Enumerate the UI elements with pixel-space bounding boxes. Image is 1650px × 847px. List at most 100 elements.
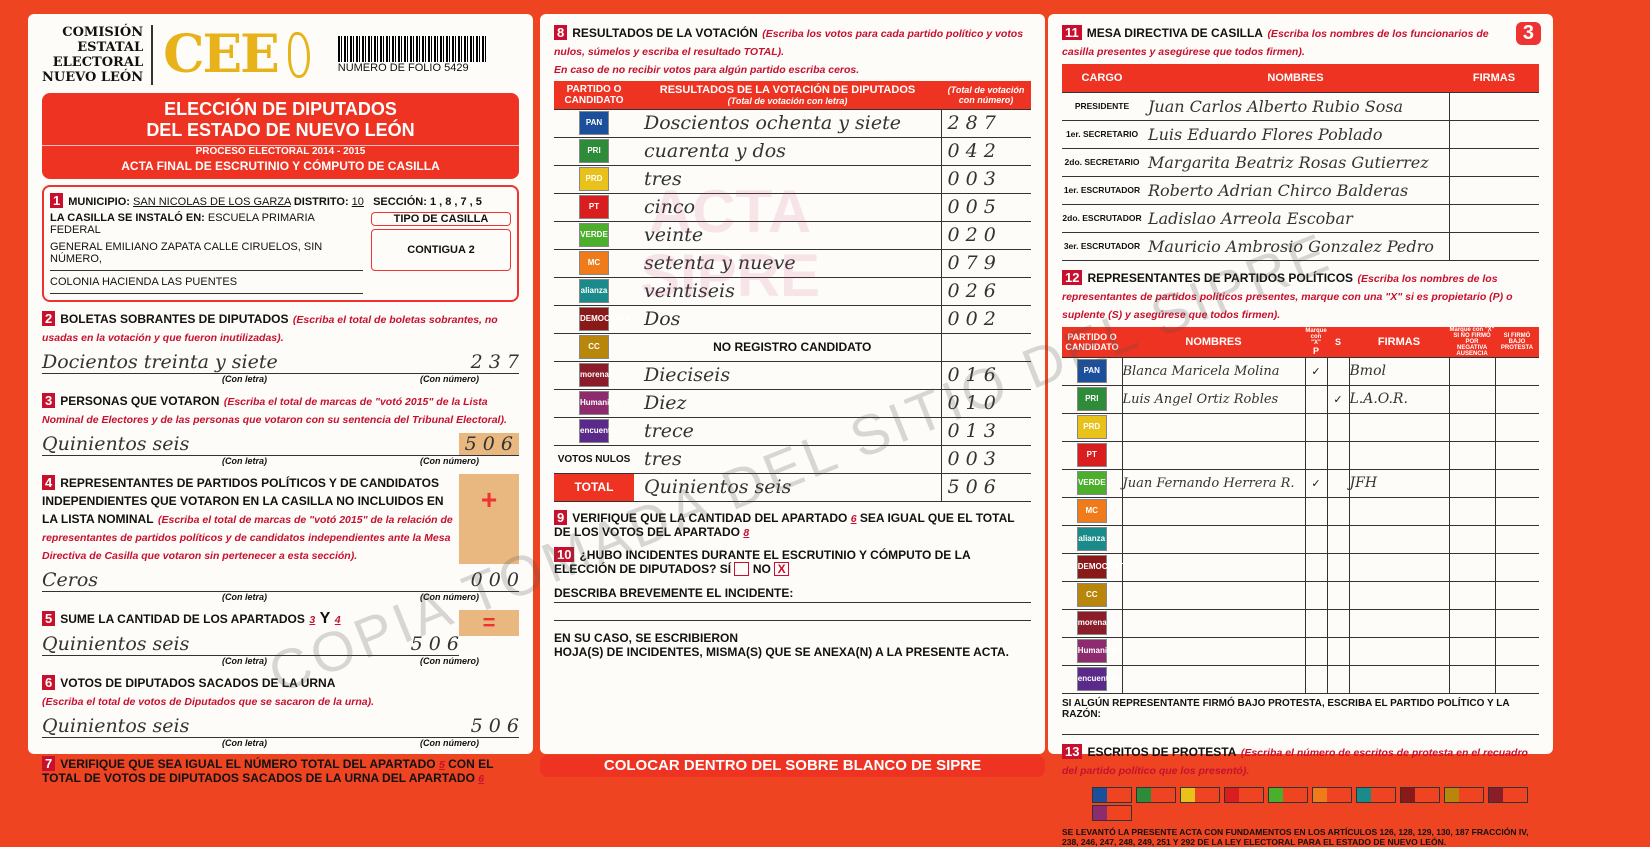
signature-field[interactable]: Bmol (1348, 357, 1449, 386)
protesta-field[interactable] (1494, 441, 1539, 470)
s-checkbox[interactable] (1326, 441, 1349, 470)
signature-field[interactable] (1448, 176, 1539, 205)
protesta-field[interactable] (1494, 469, 1539, 498)
signature-field[interactable] (1348, 637, 1449, 666)
s-checkbox[interactable] (1326, 553, 1349, 582)
votes-number: 0 0 2 (940, 305, 1031, 334)
result-row: encuentro trece 0 1 3 (554, 417, 1031, 446)
negativa-ausencia-field[interactable] (1448, 581, 1495, 610)
signature-field[interactable] (1348, 413, 1449, 442)
negativa-ausencia-field[interactable] (1448, 413, 1495, 442)
s-checkbox[interactable] (1326, 469, 1349, 498)
p-checkbox[interactable] (1304, 553, 1327, 582)
protesta-field[interactable] (1494, 553, 1539, 582)
protesta-field[interactable] (1494, 525, 1539, 554)
page-number: 3 (1515, 22, 1541, 45)
party-logo-verde: VERDE (1076, 471, 1107, 495)
si-checkbox[interactable] (734, 562, 750, 577)
s-checkbox[interactable] (1326, 525, 1349, 554)
p-checkbox[interactable] (1304, 525, 1327, 554)
signature-field[interactable] (1448, 148, 1539, 177)
negativa-ausencia-field[interactable] (1448, 385, 1495, 414)
party-logo-alianza: alianza (1076, 527, 1107, 551)
s-checkbox[interactable] (1326, 609, 1349, 638)
protesta-count-box[interactable] (1268, 787, 1308, 804)
representative-row: encuentro (1062, 665, 1539, 694)
protesta-count-box[interactable] (1092, 805, 1132, 822)
negativa-ausencia-field[interactable] (1448, 665, 1495, 694)
signature-field[interactable] (1348, 553, 1449, 582)
party-logo-pan (1093, 788, 1107, 803)
signature-field[interactable] (1348, 497, 1449, 526)
protesta-field[interactable] (1494, 357, 1539, 386)
signature-field[interactable]: JFH (1348, 469, 1449, 498)
p-checkbox[interactable] (1304, 497, 1327, 526)
votes-text: NO REGISTRO CANDIDATO (634, 333, 941, 362)
p-checkbox[interactable] (1304, 665, 1327, 694)
negativa-ausencia-field[interactable] (1448, 525, 1495, 554)
official-row: 2do. SECRETARIO Margarita Beatriz Rosas G… (1062, 148, 1539, 177)
signature-field[interactable]: L.A.O.R. (1348, 385, 1449, 414)
party-logo-alianza (1357, 788, 1371, 803)
s-checkbox[interactable] (1326, 581, 1349, 610)
protesta-count-box[interactable] (1444, 787, 1484, 804)
p-checkbox[interactable] (1304, 609, 1327, 638)
negativa-ausencia-field[interactable] (1448, 469, 1495, 498)
p-checkbox[interactable] (1304, 637, 1327, 666)
section-1: 1 MUNICIPIO: SAN NICOLAS DE LOS GARZA DIS… (42, 185, 519, 302)
negativa-ausencia-field[interactable] (1448, 441, 1495, 470)
protesta-count-box[interactable] (1488, 787, 1528, 804)
p-checkbox[interactable]: ✓ (1304, 469, 1327, 498)
protesta-field[interactable] (1494, 581, 1539, 610)
official-row: 2do. ESCRUTADOR Ladislao Arreola Escobar (1062, 204, 1539, 233)
signature-field[interactable] (1448, 232, 1539, 261)
protesta-count-box[interactable] (1136, 787, 1176, 804)
signature-field[interactable] (1348, 441, 1449, 470)
representative-row: PRD (1062, 413, 1539, 442)
no-checkbox[interactable]: X (774, 562, 790, 577)
s-checkbox[interactable] (1326, 665, 1349, 694)
protesta-field[interactable] (1494, 637, 1539, 666)
negativa-ausencia-field[interactable] (1448, 637, 1495, 666)
protesta-field[interactable] (1494, 385, 1539, 414)
signature-field[interactable] (1348, 609, 1449, 638)
protesta-field[interactable] (1494, 497, 1539, 526)
signature-field[interactable] (1348, 665, 1449, 694)
protesta-field[interactable] (1494, 413, 1539, 442)
footer-banner: COLOCAR DENTRO DEL SOBRE BLANCO DE SIPRE (540, 755, 1045, 777)
protesta-count-box[interactable] (1400, 787, 1440, 804)
s-checkbox[interactable] (1326, 637, 1349, 666)
s-checkbox[interactable]: ✓ (1326, 385, 1349, 414)
mesa-directiva-table: CARGO NOMBRES FIRMAS PRESIDENTE Juan Carlos… (1062, 64, 1539, 261)
signature-field[interactable] (1448, 120, 1539, 149)
votes-number: 0 4 2 (940, 137, 1031, 166)
negativa-ausencia-field[interactable] (1448, 497, 1495, 526)
p-checkbox[interactable] (1304, 413, 1327, 442)
negativa-ausencia-field[interactable] (1448, 357, 1495, 386)
party-logo-cc: CC (1076, 583, 1107, 607)
s-checkbox[interactable] (1326, 357, 1349, 386)
protesta-count-box[interactable] (1356, 787, 1396, 804)
s-checkbox[interactable] (1326, 497, 1349, 526)
signature-field[interactable] (1348, 581, 1449, 610)
signature-field[interactable] (1448, 92, 1539, 121)
signature-field[interactable] (1448, 204, 1539, 233)
protesta-count-box[interactable] (1092, 787, 1132, 804)
protesta-count-box[interactable] (1180, 787, 1220, 804)
protesta-count-box[interactable] (1312, 787, 1352, 804)
protesta-field[interactable] (1494, 609, 1539, 638)
protesta-count-box[interactable] (1224, 787, 1264, 804)
negativa-ausencia-field[interactable] (1448, 609, 1495, 638)
negativa-ausencia-field[interactable] (1448, 553, 1495, 582)
votes-number: 0 1 0 (940, 389, 1031, 418)
p-checkbox[interactable] (1304, 441, 1327, 470)
p-checkbox[interactable]: ✓ (1304, 357, 1327, 386)
s-checkbox[interactable] (1326, 413, 1349, 442)
votes-text: Doscientos ochenta y siete (634, 109, 941, 138)
official-row: 1er. SECRETARIO Luis Eduardo Flores Pobla… (1062, 120, 1539, 149)
party-logo-pt: PT (579, 195, 609, 219)
signature-field[interactable] (1348, 525, 1449, 554)
p-checkbox[interactable] (1304, 385, 1327, 414)
p-checkbox[interactable] (1304, 581, 1327, 610)
protesta-field[interactable] (1494, 665, 1539, 694)
